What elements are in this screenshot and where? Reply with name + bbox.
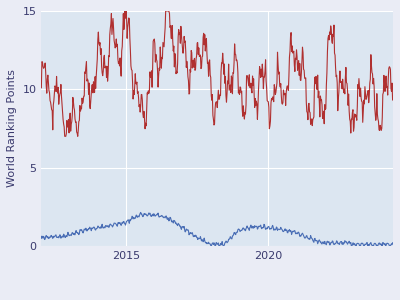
Legend: Chris Stroud, World #1: Chris Stroud, World #1	[105, 297, 330, 300]
Y-axis label: World Ranking Points: World Ranking Points	[7, 70, 17, 188]
Line: World #1: World #1	[41, 11, 392, 136]
Line: Chris Stroud: Chris Stroud	[41, 212, 392, 246]
